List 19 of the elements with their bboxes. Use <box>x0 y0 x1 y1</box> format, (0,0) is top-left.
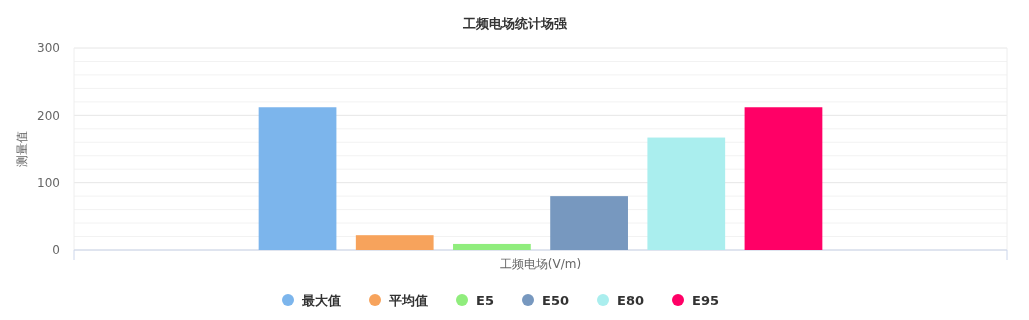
y-tick-label: 300 <box>37 41 60 56</box>
legend-label: 平均值 <box>388 292 428 308</box>
legend-label: E5 <box>476 292 494 308</box>
y-tick-label: 200 <box>37 108 60 123</box>
legend-label: E80 <box>617 292 644 308</box>
y-tick-label: 0 <box>52 243 60 258</box>
bar <box>744 107 823 250</box>
bar <box>258 107 337 250</box>
bar <box>647 137 726 250</box>
chart-title: 工频电场统计场强 <box>461 16 568 31</box>
bar <box>453 243 531 250</box>
legend-label: 最大值 <box>301 292 341 308</box>
bar <box>355 235 434 250</box>
y-axis-title: 测量值 <box>15 131 29 167</box>
y-tick-label: 100 <box>37 175 60 190</box>
bar <box>550 196 628 250</box>
legend-label: E50 <box>542 292 569 308</box>
x-axis-title: 工频电场(V/m) <box>499 257 582 271</box>
legend-label: E95 <box>692 292 719 308</box>
